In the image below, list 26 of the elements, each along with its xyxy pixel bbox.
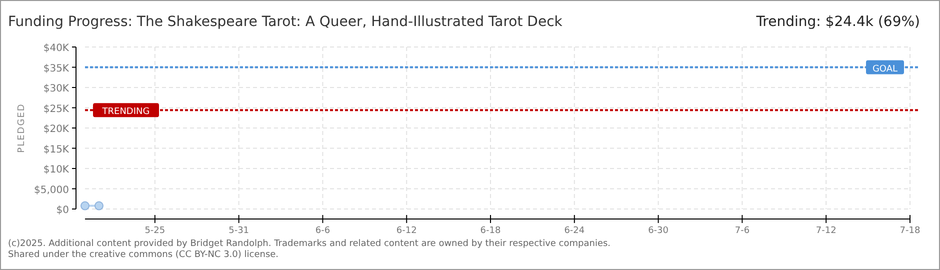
y-tick-label: $35K	[43, 63, 70, 74]
y-tick-label: $20K	[43, 124, 70, 135]
chart-title: Funding Progress: The Shakespeare Tarot: A Queer, Hand-Illustrated Tarot Deck	[8, 14, 564, 30]
x-tick-label: 7-12	[816, 226, 836, 236]
ref-line-label: TRENDING	[101, 107, 150, 118]
x-tick-label: 6-12	[396, 226, 417, 236]
y-tick-label: $40K	[43, 43, 70, 54]
y-axis-title: PLEDGED	[17, 103, 27, 153]
x-tick-label: 7-6	[734, 226, 750, 236]
y-tick-label: $5,000	[34, 184, 69, 196]
x-tick-label: 7-18	[900, 226, 920, 236]
x-tick-label: 6-24	[564, 226, 585, 236]
y-tick-label: $0	[56, 205, 69, 216]
y-tick-label: $30K	[43, 84, 70, 94]
x-tick-label: 6-30	[648, 226, 669, 236]
text: Shared under the creative commons (CC BY-NC 3.0) license.	[8, 250, 279, 260]
x-tick-label: 5-25	[144, 226, 166, 236]
y-tick-label: $15K	[43, 144, 70, 156]
chart-subtitle: Trending: $24.4k (69%)	[755, 14, 920, 30]
x-tick-label: 6-6	[315, 226, 330, 236]
text: (c)2025. Additional content provided by Bridget Randolph. Trademarks and related content are owned by their respective companies.	[8, 239, 611, 249]
x-tick-label: 6-18	[480, 226, 501, 236]
x-tick-label: 5-31	[228, 226, 250, 236]
ref-line-label: GOAL	[872, 64, 898, 74]
y-tick-label: $25K	[43, 104, 70, 115]
y-tick-label: $10K	[43, 164, 70, 176]
